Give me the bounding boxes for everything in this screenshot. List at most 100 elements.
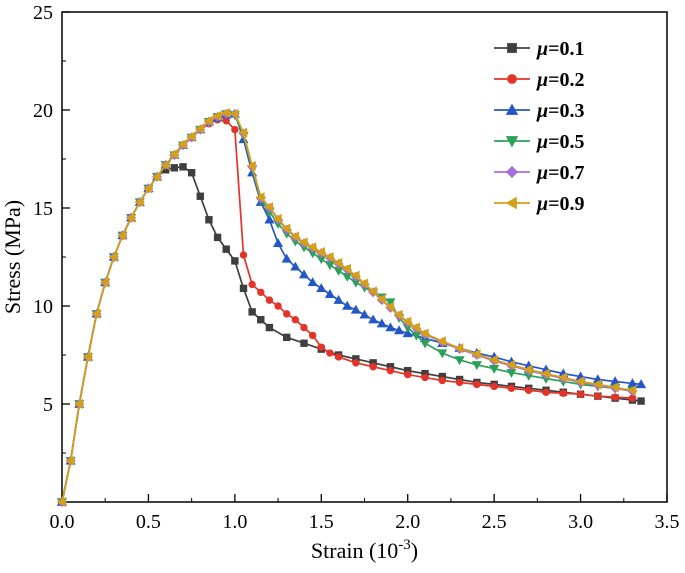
series-marker-5 <box>160 159 170 170</box>
series-marker-2 <box>359 309 370 319</box>
y-tick-label: 10 <box>33 296 53 318</box>
series-marker-2 <box>290 261 301 271</box>
series-marker-5 <box>151 171 161 182</box>
series-marker-5 <box>359 278 369 289</box>
series-marker-2 <box>333 294 344 304</box>
series-marker-2 <box>402 328 413 338</box>
series-marker-0 <box>637 397 645 405</box>
series-marker-2 <box>264 214 275 224</box>
series-marker-5 <box>272 213 282 224</box>
series-marker-5 <box>229 108 239 119</box>
y-tick-label: 15 <box>33 198 53 220</box>
series-marker-5 <box>376 294 386 305</box>
series-marker-0 <box>300 339 308 347</box>
series-marker-1 <box>248 280 256 289</box>
series-marker-2 <box>281 253 292 263</box>
x-tick-label: 0.5 <box>136 511 161 533</box>
series-marker-5 <box>342 263 351 274</box>
x-tick-label: 0.0 <box>50 511 75 533</box>
legend-marker <box>507 43 517 53</box>
series-marker-2 <box>394 325 405 335</box>
series-marker-5 <box>298 237 308 248</box>
series-marker-5 <box>221 107 230 118</box>
x-tick-label: 2.5 <box>482 511 507 533</box>
series-marker-1 <box>386 366 395 375</box>
y-axis-title: Stress (MPa) <box>0 200 25 314</box>
series-marker-2 <box>316 283 327 293</box>
series-marker-1 <box>265 296 274 304</box>
series-marker-5 <box>402 316 412 327</box>
series-marker-3 <box>471 361 482 371</box>
series-marker-5 <box>203 115 213 126</box>
series-marker-5 <box>246 160 256 171</box>
series-marker-5 <box>82 351 92 363</box>
series-marker-5 <box>91 308 101 319</box>
series-marker-1 <box>257 288 265 296</box>
series-marker-1 <box>421 373 429 382</box>
series-marker-5 <box>333 257 343 268</box>
series-marker-5 <box>125 212 135 223</box>
y-tick-label: 25 <box>33 2 53 24</box>
series-marker-1 <box>525 386 533 394</box>
legend-marker <box>505 103 519 115</box>
series-marker-1 <box>576 390 585 398</box>
legend-label: μ=0.1 <box>536 38 585 60</box>
series-marker-5 <box>74 398 83 410</box>
series-marker-5 <box>575 376 585 387</box>
series-marker-1 <box>274 302 282 310</box>
series-marker-5 <box>281 223 291 234</box>
legend-label: μ=0.7 <box>536 162 585 184</box>
series-marker-5 <box>367 286 377 297</box>
series-marker-1 <box>239 251 248 259</box>
legend-marker <box>505 196 517 210</box>
series-marker-5 <box>419 328 429 339</box>
series-marker-5 <box>143 183 153 194</box>
series-marker-3 <box>437 349 448 359</box>
series-marker-1 <box>283 310 291 318</box>
series-marker-0 <box>196 192 204 200</box>
legend-marker <box>507 74 517 84</box>
series-marker-2 <box>307 277 318 287</box>
series-marker-5 <box>324 251 334 263</box>
x-tick-label: 3.5 <box>655 511 680 533</box>
series-marker-2 <box>324 289 335 298</box>
series-marker-2 <box>368 314 379 324</box>
series-marker-3 <box>385 298 396 308</box>
series-marker-0 <box>265 323 274 332</box>
series-marker-1 <box>404 370 412 379</box>
series-marker-1 <box>334 353 343 361</box>
series-marker-5 <box>238 127 248 138</box>
series-marker-5 <box>316 247 325 258</box>
series-marker-1 <box>438 376 446 385</box>
y-tick-label: 20 <box>33 100 53 122</box>
series-marker-0 <box>248 308 256 316</box>
series-marker-1 <box>594 392 602 400</box>
series-marker-5 <box>540 368 550 379</box>
series-marker-1 <box>507 384 516 393</box>
series-marker-5 <box>393 309 403 320</box>
series-marker-1 <box>231 125 239 134</box>
series-marker-5 <box>627 385 637 396</box>
series-marker-5 <box>558 372 567 383</box>
series-marker-5 <box>195 123 204 134</box>
series-marker-1 <box>300 323 308 332</box>
series-marker-2 <box>342 300 353 310</box>
series-marker-5 <box>56 496 66 508</box>
series-marker-5 <box>65 455 75 466</box>
series-marker-5 <box>385 301 395 313</box>
series-marker-1 <box>473 380 481 389</box>
series-marker-5 <box>454 343 464 354</box>
series-marker-5 <box>307 242 317 253</box>
series-marker-5 <box>592 379 602 390</box>
series-marker-2 <box>636 379 647 389</box>
series-marker-1 <box>291 316 300 324</box>
x-tick-label: 3.0 <box>568 511 593 533</box>
series-marker-5 <box>255 192 265 203</box>
series-marker-5 <box>488 354 498 365</box>
series-marker-5 <box>169 149 179 160</box>
series-marker-5 <box>411 322 421 333</box>
series-marker-5 <box>186 131 196 142</box>
series-marker-0 <box>179 163 187 171</box>
